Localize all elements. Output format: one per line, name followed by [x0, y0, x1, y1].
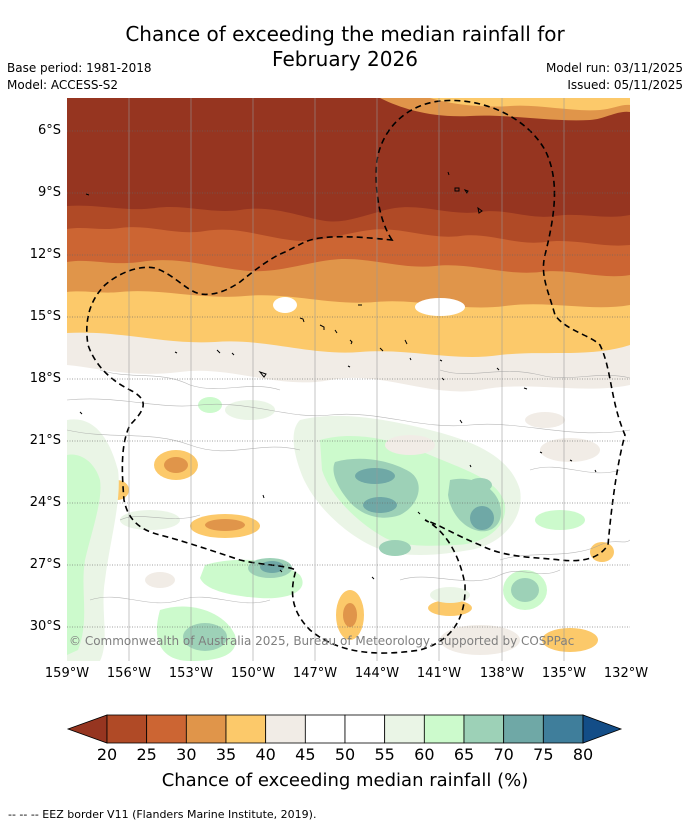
colorbar-under-arrow [66, 714, 108, 744]
title-line-2: February 2026 [272, 47, 418, 71]
lat-label-21s: 21°S [29, 433, 61, 448]
lat-label-6s: 6°S [37, 123, 61, 138]
lon-label-147w: 147°W [292, 666, 338, 681]
green-anomalies [67, 397, 585, 661]
colorbar-tick-label: 50 [334, 745, 356, 764]
colorbar-title: Chance of exceeding median rainfall (%) [161, 770, 529, 791]
colorbar-segment [146, 714, 187, 744]
lat-label-24s: 24°S [29, 495, 61, 510]
lat-label-15s: 15°S [29, 309, 61, 324]
blob-orange-1-core [164, 457, 188, 473]
colorbar-tick-label: 35 [215, 745, 237, 764]
blob-orange-3-core [343, 603, 357, 627]
colorbar-tick-label: 75 [533, 745, 554, 764]
colorbar-segment [106, 714, 148, 744]
lon-label-156w: 156°W [106, 666, 152, 681]
colorbar-segment [185, 714, 227, 744]
copyright-notice: © Commonwealth of Australia 2025, Bureau… [69, 634, 575, 648]
colorbar-segment [542, 714, 584, 744]
colorbar-segment [503, 714, 544, 744]
blob-orange-5 [542, 628, 598, 652]
band-below-20 [67, 98, 630, 222]
colorbar-segment [423, 714, 465, 744]
colorbar-tick-label: 80 [572, 745, 594, 764]
colorbar-segments [106, 714, 584, 744]
colorbar-tick-label: 65 [453, 745, 475, 764]
map-title: Chance of exceeding the median rainfall … [0, 22, 690, 72]
colorbar-tick-label: 70 [493, 745, 514, 764]
lon-label-132w: 132°W [603, 666, 649, 681]
colorbar [66, 714, 623, 744]
lon-label-144w: 144°W [354, 666, 400, 681]
lat-label-9s: 9°S [37, 185, 61, 200]
colorbar-tick-label: 20 [96, 745, 118, 764]
meridians [128, 98, 565, 661]
model-run: Model run: 03/11/2025 [545, 61, 683, 75]
colorbar-segment [225, 714, 267, 744]
base-period: Base period: 1981-2018 [7, 61, 152, 75]
blob-white-1 [273, 297, 297, 313]
colorbar-tick-label: 55 [374, 745, 395, 764]
blob-orange-8 [415, 298, 465, 316]
colorbar-tick-label: 45 [295, 745, 316, 764]
lat-label-18s: 18°S [29, 371, 61, 386]
colorbar-tick-label: 60 [414, 745, 435, 764]
islands [79, 171, 597, 580]
top-fringe-yellow [430, 98, 630, 111]
lat-label-12s: 12°S [29, 247, 61, 262]
grey-patches [145, 412, 600, 655]
lon-label-150w: 150°W [230, 666, 276, 681]
colorbar-tick-label: 40 [255, 745, 276, 764]
blob-orange-2-core [205, 519, 245, 531]
lon-label-138w: 138°W [479, 666, 525, 681]
lon-label-153w: 153°W [168, 666, 214, 681]
colorbar-over-arrow [582, 714, 623, 744]
lon-label-135w: 135°W [541, 666, 587, 681]
colorbar-segment [344, 714, 386, 744]
issued-date: Issued: 05/11/2025 [567, 78, 683, 92]
lon-label-159w: 159°W [44, 666, 90, 681]
lon-label-141w: 141°W [416, 666, 462, 681]
lat-label-30s: 30°S [29, 619, 61, 634]
colorbar-segment [265, 714, 306, 744]
colorbar-segment [463, 714, 505, 744]
meta-right: Model run: 03/11/2025 Issued: 05/11/2025 [546, 60, 683, 94]
eez-legend-note: -- -- -- EEZ border V11 (Flanders Marine… [8, 808, 317, 821]
lat-label-27s: 27°S [29, 557, 61, 572]
model-name: Model: ACCESS-S2 [7, 78, 119, 92]
meta-left: Base period: 1981-2018 Model: ACCESS-S2 [7, 60, 152, 94]
colorbar-segment [384, 714, 425, 744]
colorbar-tick-label: 30 [176, 745, 197, 764]
title-line-1: Chance of exceeding the median rainfall … [125, 22, 565, 46]
colorbar-segment [304, 714, 346, 744]
rainfall-probability-field [67, 98, 630, 661]
colorbar-tick-label: 25 [136, 745, 157, 764]
